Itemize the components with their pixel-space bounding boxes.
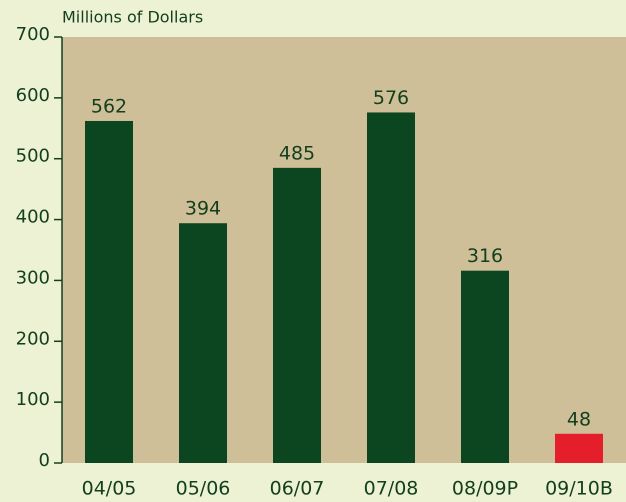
bar [461, 270, 509, 463]
x-tick-label: 08/09P [452, 478, 518, 500]
x-tick-label: 04/05 [82, 478, 137, 500]
bar [273, 167, 321, 464]
y-tick-label: 500 [16, 146, 50, 167]
bar [555, 433, 603, 463]
y-tick-label: 300 [16, 267, 50, 288]
bar [179, 223, 227, 463]
x-tick-label: 07/08 [364, 478, 419, 500]
x-tick-label: 06/07 [270, 478, 325, 500]
bar [85, 120, 133, 464]
x-tick-label: 09/10B [545, 478, 613, 500]
y-tick-label: 200 [16, 328, 50, 349]
y-axis-label: Millions of Dollars [62, 8, 203, 27]
x-tick-label: 05/06 [176, 478, 231, 500]
y-tick-label: 600 [16, 85, 50, 106]
y-tick-label: 0 [39, 450, 50, 471]
bar [367, 112, 415, 463]
plot-area [62, 37, 626, 463]
value-label: 576 [373, 87, 409, 109]
value-label: 48 [567, 408, 591, 430]
value-label: 562 [91, 95, 127, 117]
value-label: 394 [185, 198, 221, 220]
value-label: 485 [279, 142, 315, 164]
y-tick-label: 700 [16, 24, 50, 45]
y-tick-label: 400 [16, 207, 50, 228]
value-label: 316 [467, 245, 503, 267]
y-tick-label: 100 [16, 389, 50, 410]
